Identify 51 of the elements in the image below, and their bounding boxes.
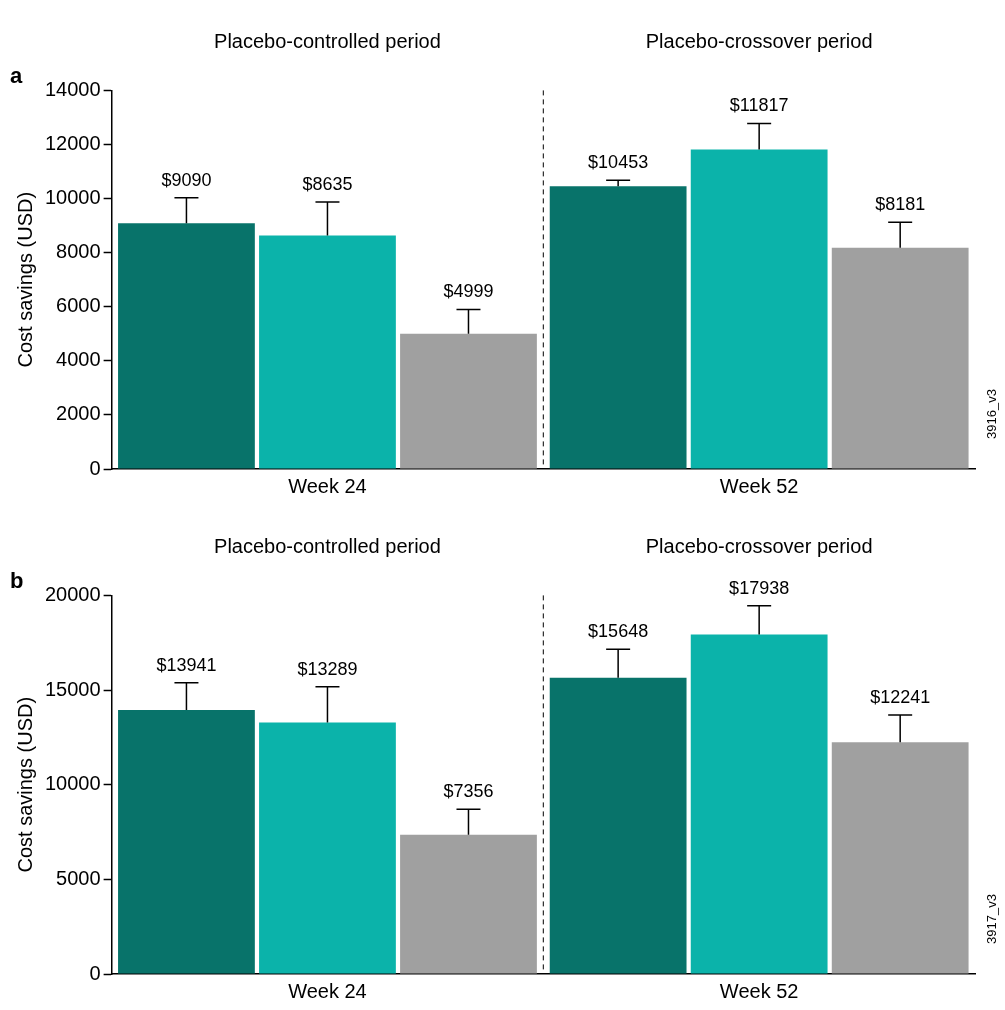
text: 3917_v3	[984, 894, 1000, 944]
bar	[549, 677, 687, 974]
bar	[549, 186, 687, 469]
text: Placebo-controlled period	[214, 29, 441, 52]
data-label: $4999	[443, 281, 494, 302]
y-tick-label: 0	[89, 456, 101, 479]
bar	[259, 722, 396, 974]
y-tick-label: 15000	[44, 677, 101, 700]
y-tick-label: 10000	[44, 186, 101, 209]
data-label: $7356	[443, 781, 494, 802]
text: Placebo-crossover period	[645, 534, 873, 557]
text: Placebo-controlled period	[214, 534, 441, 557]
x-tick-label: Week 24	[288, 979, 367, 1002]
text: 3916_v3	[984, 389, 1000, 439]
x-tick-label: Week 52	[719, 979, 799, 1002]
bar	[400, 834, 537, 974]
y-tick-label: 6000	[56, 294, 101, 317]
bar	[831, 247, 969, 469]
text: Placebo-crossover period	[645, 29, 873, 52]
data-label: $13289	[297, 658, 358, 679]
chart-title: b	[10, 568, 24, 594]
x-tick-label: Week 52	[719, 474, 799, 497]
y-tick-label: 2000	[56, 402, 101, 425]
y-tick-label: 10000	[44, 772, 101, 795]
y-tick-label: 5000	[56, 866, 101, 889]
x-tick-label: Week 24	[288, 474, 367, 497]
bar	[400, 333, 537, 469]
bar	[831, 742, 969, 974]
bar	[690, 149, 828, 469]
data-label: $10453	[588, 152, 649, 173]
y-tick-label: 14000	[44, 77, 101, 100]
y-tick-label: 12000	[44, 132, 101, 154]
data-label: $12241	[870, 687, 931, 708]
data-label: $8635	[302, 174, 353, 195]
data-label: $8181	[875, 194, 926, 215]
bar	[259, 235, 396, 469]
data-label: $15648	[588, 621, 649, 642]
bar	[118, 710, 255, 974]
chart-title: a	[10, 63, 23, 89]
data-label: $11817	[729, 95, 789, 116]
data-label: $17938	[729, 577, 790, 598]
bar	[118, 223, 255, 469]
bar	[690, 634, 828, 974]
data-label: $13941	[156, 654, 217, 675]
y-axis-title: Cost savings (USD)	[13, 696, 36, 873]
y-axis-title: Cost savings (USD)	[13, 191, 36, 368]
data-label: $9090	[161, 169, 212, 190]
y-tick-label: 0	[89, 961, 101, 984]
y-tick-label: 4000	[56, 348, 101, 371]
y-tick-label: 20000	[44, 582, 101, 605]
y-tick-label: 8000	[56, 240, 101, 263]
